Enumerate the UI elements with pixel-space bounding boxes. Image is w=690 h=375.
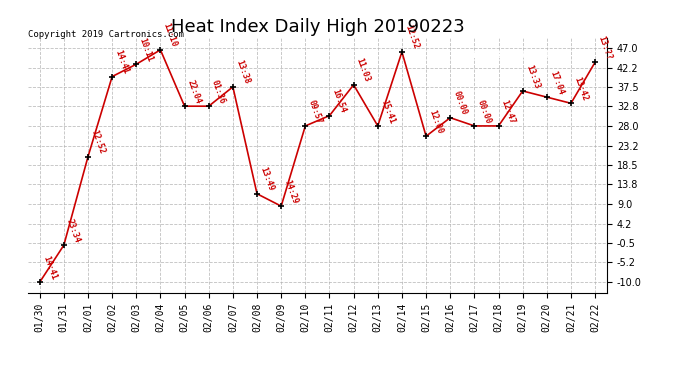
Text: 01:36: 01:36 [210,78,227,105]
Text: 23:34: 23:34 [65,217,82,244]
Title: Heat Index Daily High 20190223: Heat Index Daily High 20190223 [170,18,464,36]
Text: 00:00: 00:00 [475,98,493,125]
Text: 13:??: 13:?? [596,34,613,61]
Text: 14:41: 14:41 [41,254,58,281]
Text: 12:52: 12:52 [403,24,420,51]
Text: 14:29: 14:29 [282,178,299,205]
Text: 14:41: 14:41 [113,49,130,75]
Text: 22:04: 22:04 [186,78,203,105]
Text: 13:42: 13:42 [572,75,589,102]
Text: 15:41: 15:41 [379,98,396,125]
Text: 12:52: 12:52 [89,129,106,156]
Text: 13:49: 13:49 [258,166,275,192]
Text: 10:11: 10:11 [137,36,155,63]
Text: 13:33: 13:33 [524,63,541,90]
Text: 13:38: 13:38 [234,59,251,86]
Text: 12:47: 12:47 [500,98,517,125]
Text: 17:04: 17:04 [548,69,565,96]
Text: Copyright 2019 Cartronics.com: Copyright 2019 Cartronics.com [28,30,184,39]
Text: 11:10: 11:10 [161,22,179,49]
Text: 09:57: 09:57 [306,98,324,125]
Text: 00:00: 00:00 [451,90,469,117]
Text: 11:03: 11:03 [355,57,372,84]
Text: 16:54: 16:54 [331,88,348,114]
Text: 12:00: 12:00 [427,108,444,135]
